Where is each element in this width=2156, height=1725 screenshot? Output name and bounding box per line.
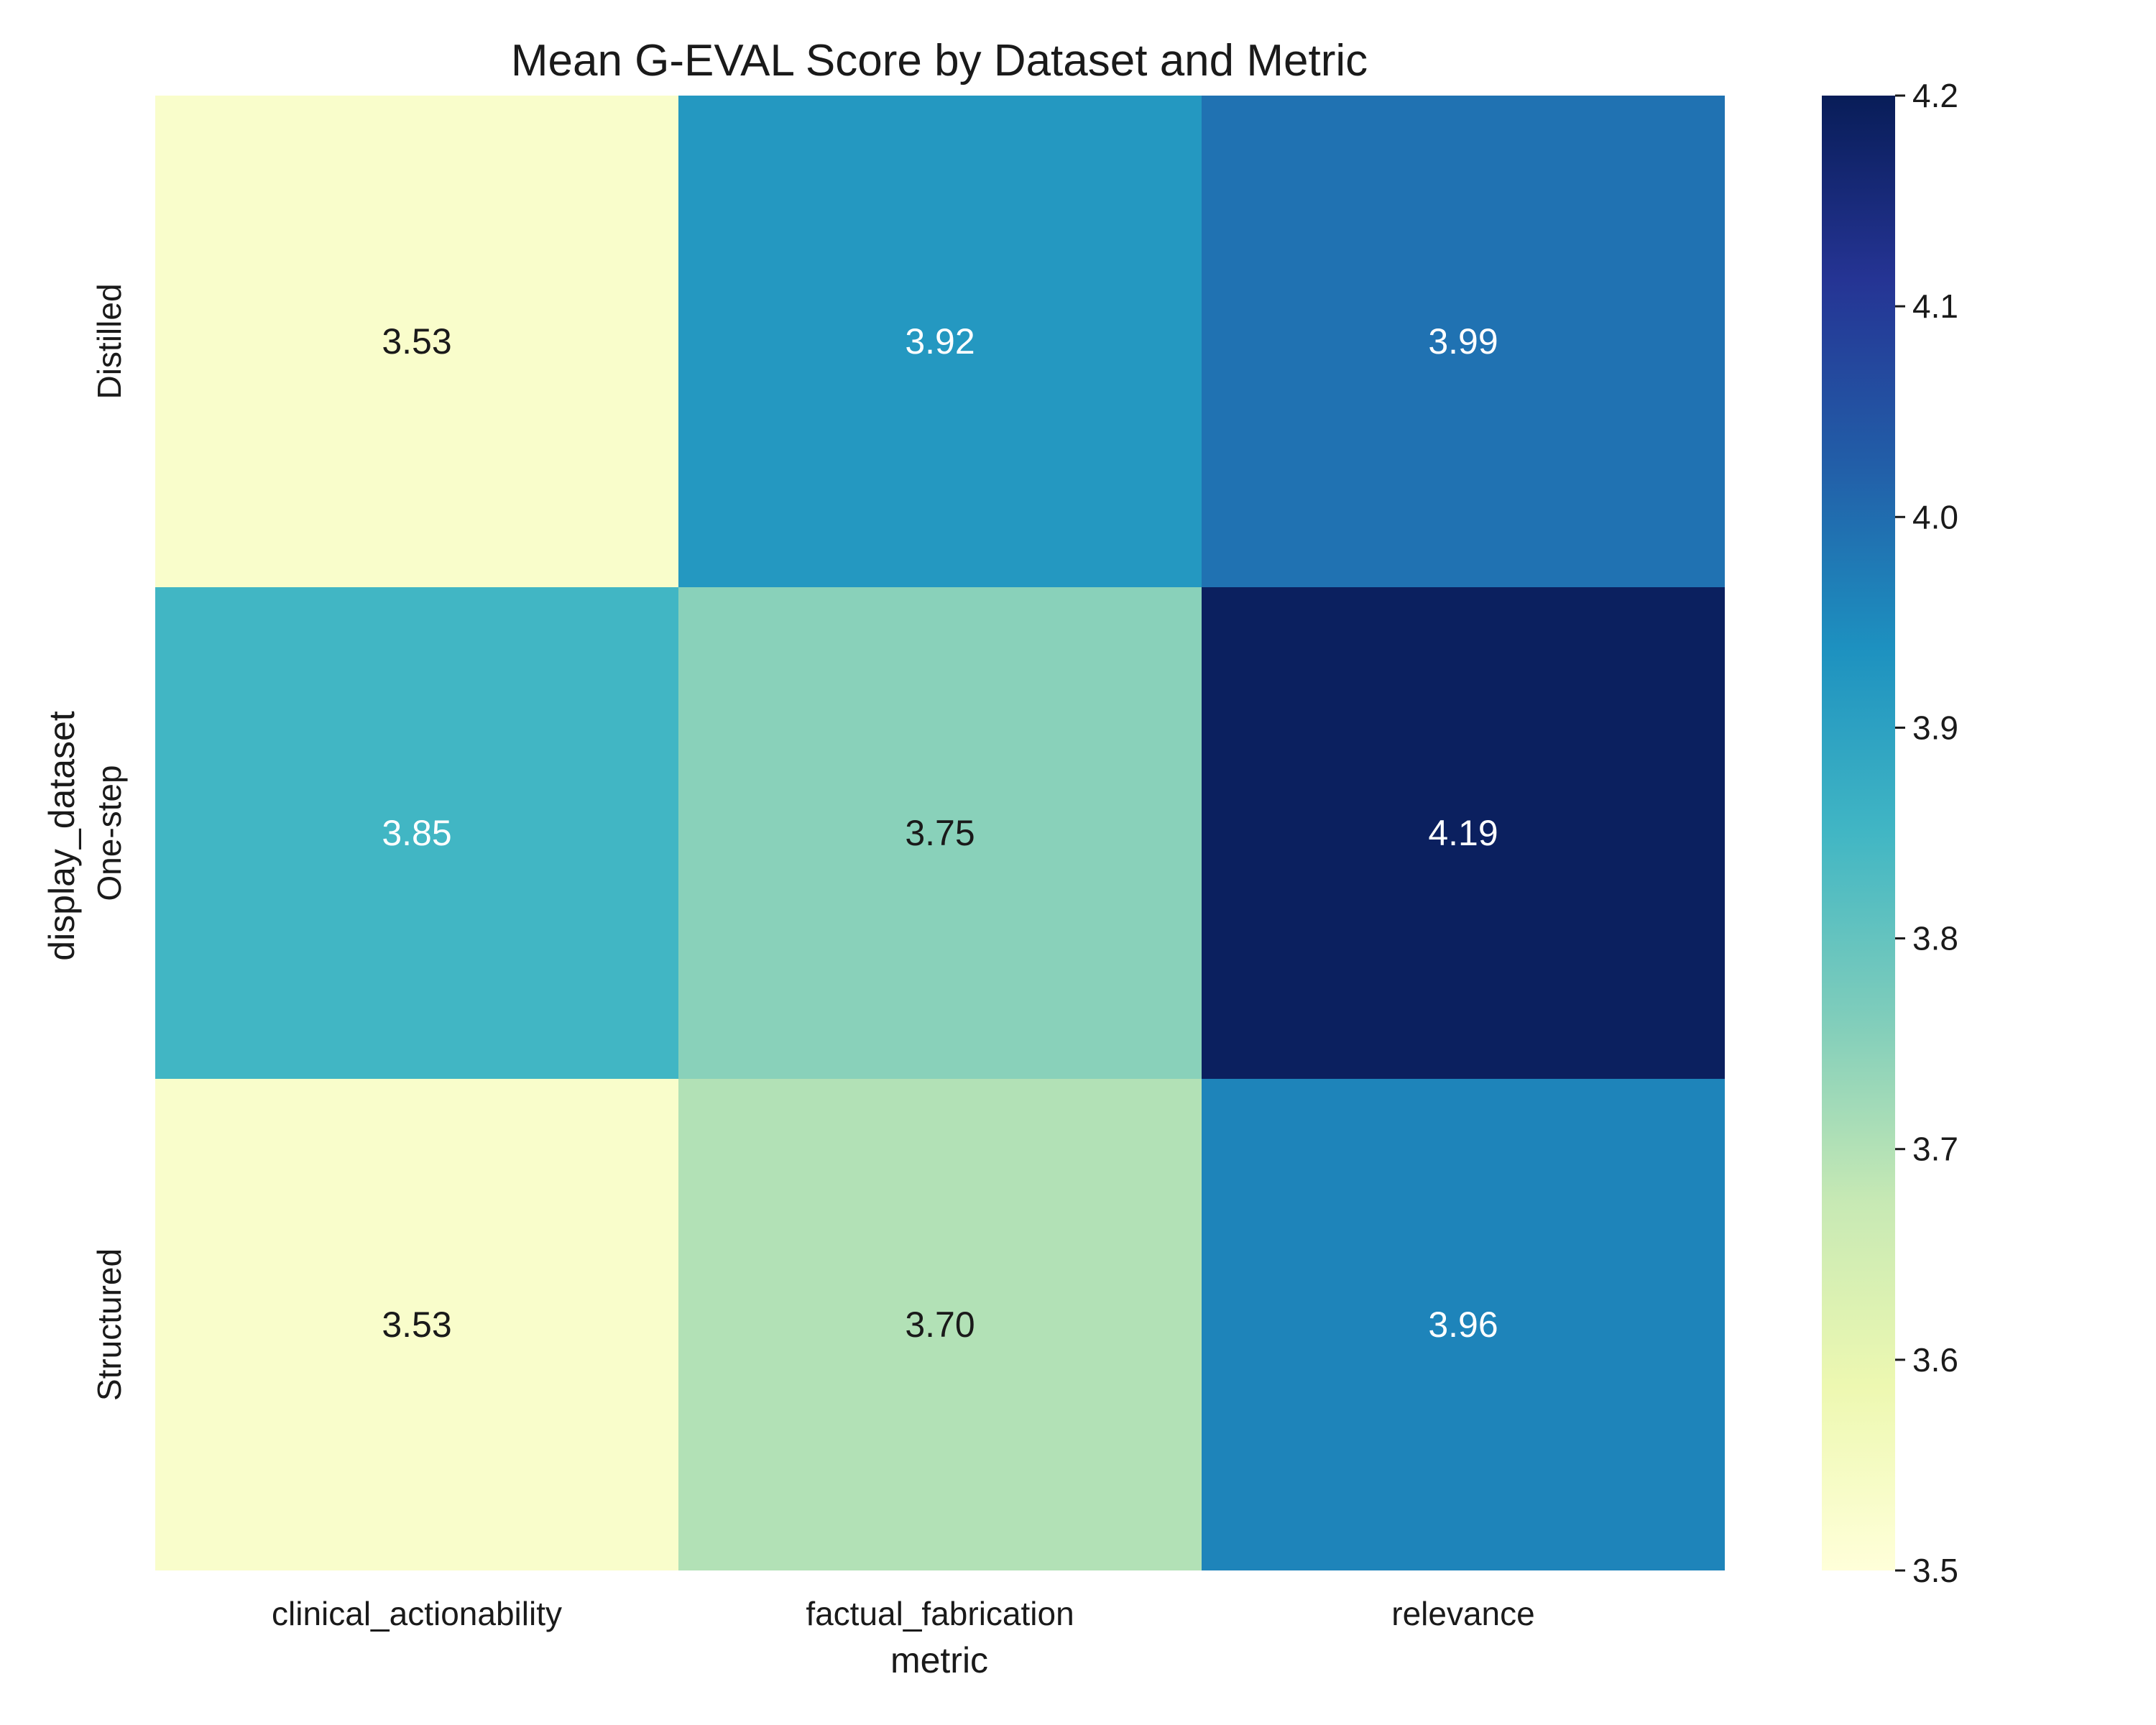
colorbar [1822, 96, 1895, 1570]
heatmap-cell [1202, 96, 1725, 587]
cell-value-label: 3.96 [1428, 1305, 1498, 1345]
cell-value-label: 3.92 [905, 321, 975, 362]
cell-value-label: 3.85 [382, 813, 451, 853]
cell-value-label: 3.99 [1428, 321, 1498, 362]
x-tick-label: clinical_actionability [272, 1595, 562, 1632]
cell-value-label: 4.19 [1428, 813, 1498, 853]
cell-value-label: 3.70 [905, 1305, 975, 1345]
y-tick-label: One-step [91, 765, 128, 901]
y-axis-label: display_dataset [42, 711, 82, 961]
colorbar-tick-label: 3.6 [1912, 1341, 1958, 1379]
cell-value-label: 3.53 [382, 1305, 451, 1345]
heatmap-cell [155, 96, 678, 587]
y-tick-labels: Distilled One-step Structured [91, 283, 128, 1401]
colorbar-ticks: 3.5 3.6 3.7 3.8 3.9 4.0 4.1 4.2 [1895, 77, 1958, 1589]
x-tick-label: relevance [1391, 1595, 1534, 1632]
heatmap-cell [155, 1079, 678, 1570]
colorbar-tick-label: 4.2 [1912, 77, 1958, 114]
cell-value-label: 3.53 [382, 321, 451, 362]
colorbar-tick-label: 3.9 [1912, 709, 1958, 746]
colorbar-tick-label: 3.7 [1912, 1131, 1958, 1168]
colorbar-tick-label: 3.5 [1912, 1552, 1958, 1589]
heatmap-cell [1202, 1079, 1725, 1570]
x-tick-label: factual_fabrication [806, 1595, 1074, 1632]
colorbar-tick-label: 4.0 [1912, 498, 1958, 535]
heatmap-cell [678, 587, 1202, 1079]
heatmap-cell [1202, 587, 1725, 1079]
chart-title: Mean G-EVAL Score by Dataset and Metric [511, 36, 1368, 86]
heatmap-cell-labels: 3.53 3.92 3.99 3.85 3.75 4.19 3.53 3.70 3.96 [382, 321, 1498, 1345]
y-tick-label: Structured [91, 1248, 128, 1401]
x-axis-label: metric [890, 1640, 988, 1680]
colorbar-tick-label: 3.8 [1912, 920, 1958, 957]
colorbar-tick-label: 4.1 [1912, 288, 1958, 325]
heatmap-cells [155, 96, 1725, 1570]
heatmap-cell [678, 1079, 1202, 1570]
y-tick-label: Distilled [91, 283, 128, 399]
cell-value-label: 3.75 [905, 813, 975, 853]
heatmap-cell [678, 96, 1202, 587]
heatmap-cell [155, 587, 678, 1079]
x-tick-labels: clinical_actionability factual_fabricatio… [272, 1595, 1535, 1632]
